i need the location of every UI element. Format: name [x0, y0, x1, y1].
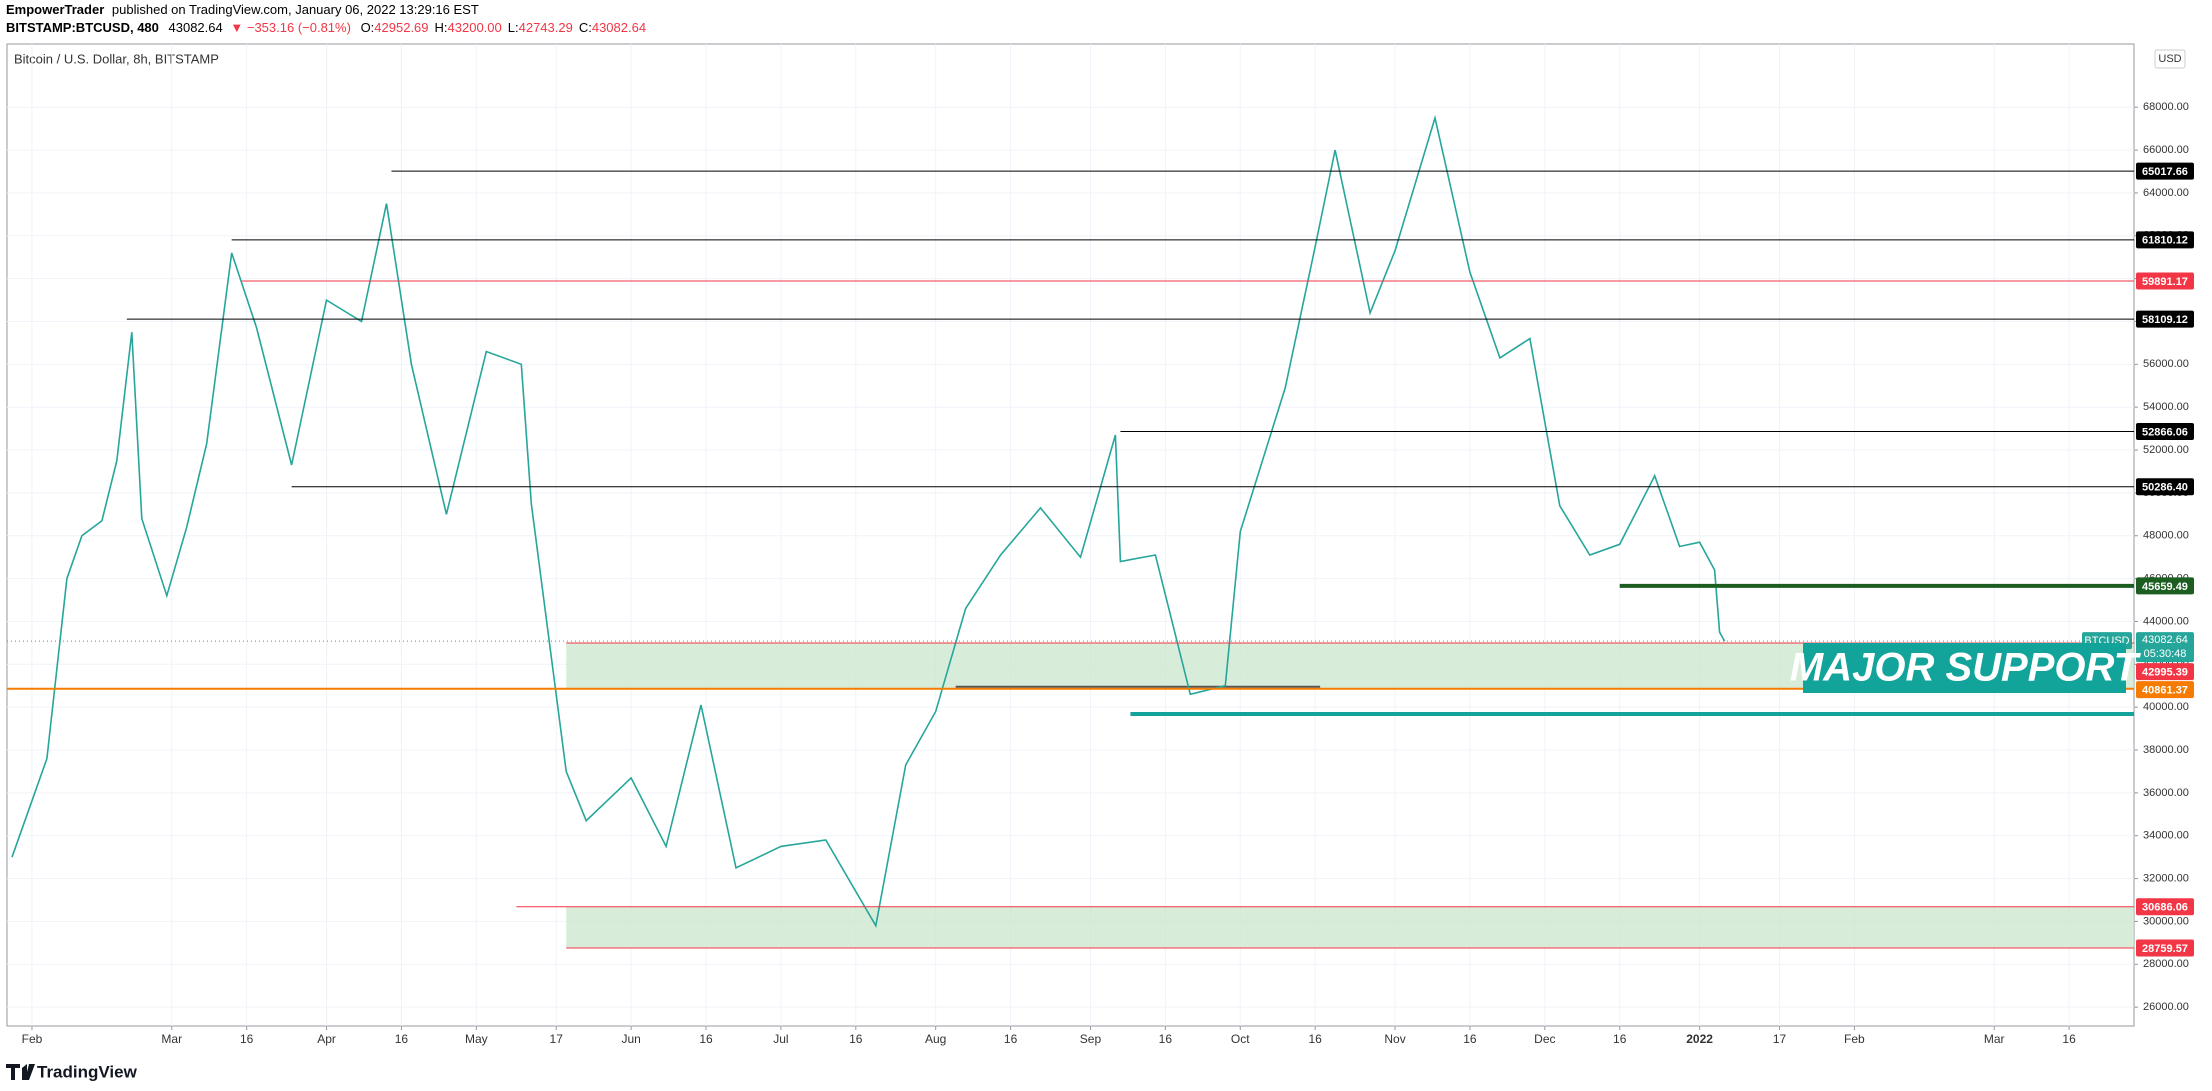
last-price-box — [2136, 632, 2194, 663]
ohlc-value: 42743.29 — [519, 20, 573, 35]
level-label-box — [2136, 422, 2194, 440]
level-label-box — [2136, 478, 2194, 496]
x-tick-label: 16 — [395, 1032, 409, 1046]
y-tick-label: 66000.00 — [2143, 144, 2189, 156]
x-tick-label: Dec — [1534, 1032, 1555, 1046]
x-tick-label: Sep — [1080, 1032, 1102, 1046]
level-label: 65017.66 — [2142, 166, 2188, 178]
ohlc-label: L: — [508, 20, 519, 35]
level-label-box — [2136, 231, 2194, 249]
level-label: 52866.06 — [2142, 426, 2188, 438]
x-tick-label: Feb — [22, 1032, 43, 1046]
y-tick-label: 30000.00 — [2143, 915, 2189, 927]
symbol: BITSTAMP:BTCUSD, 480 — [6, 20, 159, 35]
y-tick-label: 52000.00 — [2143, 444, 2189, 456]
level-label: 28759.57 — [2142, 943, 2188, 955]
x-tick-label: 16 — [1463, 1032, 1477, 1046]
change: ▼ −353.16 (−0.81%) — [230, 20, 351, 35]
level-label: 40861.37 — [2142, 685, 2188, 697]
y-tick-label: 64000.00 — [2143, 187, 2189, 199]
published: published on TradingView.com, January 06… — [112, 2, 479, 17]
y-tick-label: 26000.00 — [2143, 1001, 2189, 1013]
y-tick-label: 44000.00 — [2143, 615, 2189, 627]
level-label: 30686.06 — [2142, 902, 2188, 914]
ohlc-label: O: — [361, 20, 375, 35]
x-tick-label: 2022 — [1686, 1032, 1713, 1046]
x-tick-label: Nov — [1384, 1032, 1405, 1046]
level-label-box — [2136, 272, 2194, 290]
x-tick-label: May — [465, 1032, 488, 1046]
support-zone — [566, 906, 2135, 949]
y-tick-label: 38000.00 — [2143, 744, 2189, 756]
y-tick-label: 56000.00 — [2143, 358, 2189, 370]
y-tick-label: 32000.00 — [2143, 872, 2189, 884]
x-tick-label: Jun — [621, 1032, 640, 1046]
x-tick-label: Feb — [1844, 1032, 1865, 1046]
level-label-box — [2136, 939, 2194, 957]
level-label: 42995.39 — [2142, 667, 2188, 679]
x-tick-label: 16 — [1159, 1032, 1173, 1046]
header-line-1: EmpowerTrader published on TradingView.c… — [6, 2, 479, 17]
ohlc-label: C: — [579, 20, 592, 35]
x-tick-label: 16 — [1004, 1032, 1018, 1046]
header-line-2: BITSTAMP:BTCUSD, 480 43082.64 ▼ −353.16 … — [6, 20, 646, 35]
chart-subtitle: Bitcoin / U.S. Dollar, 8h, BITSTAMP — [14, 51, 219, 66]
x-tick-label: 16 — [240, 1032, 254, 1046]
x-tick-label: 16 — [2062, 1032, 2076, 1046]
y-tick-label: 54000.00 — [2143, 401, 2189, 413]
x-tick-label: 16 — [849, 1032, 863, 1046]
y-tick-label: 40000.00 — [2143, 701, 2189, 713]
price-line — [11, 114, 1726, 928]
y-tick-label: 36000.00 — [2143, 787, 2189, 799]
price: 43082.64 — [169, 20, 223, 35]
logo-mark — [6, 1064, 35, 1080]
x-tick-label: 16 — [699, 1032, 713, 1046]
level-label-box — [2136, 162, 2194, 180]
level-label: 58109.12 — [2142, 314, 2188, 326]
x-tick-label: Aug — [925, 1032, 946, 1046]
ohlc-value: 43082.64 — [592, 20, 646, 35]
x-tick-label: Mar — [1984, 1032, 2005, 1046]
x-tick-label: 16 — [1308, 1032, 1322, 1046]
currency[interactable]: USD — [2158, 53, 2181, 65]
level-label-box — [2136, 898, 2194, 916]
level-label-box — [2136, 663, 2194, 681]
level-label: 61810.12 — [2142, 235, 2188, 247]
currency-box[interactable] — [2154, 49, 2186, 69]
ohlc-value: 42952.69 — [374, 20, 428, 35]
y-tick-label: 34000.00 — [2143, 830, 2189, 842]
level-label-box — [2136, 577, 2194, 595]
x-tick-label: 16 — [1613, 1032, 1627, 1046]
annotation-text: MAJOR SUPPORT — [1790, 646, 2142, 690]
x-tick-label: 17 — [1773, 1032, 1787, 1046]
level-label-box — [2136, 681, 2194, 699]
y-tick-label: 48000.00 — [2143, 530, 2189, 542]
annotation-box — [1803, 643, 2126, 693]
x-tick-label: Oct — [1231, 1032, 1250, 1046]
footer-brand: TradingView — [37, 1062, 138, 1081]
ohlc-label: H: — [435, 20, 448, 35]
y-tick-label: 28000.00 — [2143, 958, 2189, 970]
last-price-label: 43082.64 — [2142, 634, 2188, 646]
x-tick-label: Apr — [317, 1032, 336, 1046]
x-tick-label: Mar — [161, 1032, 182, 1046]
level-label: 50286.40 — [2142, 482, 2188, 494]
plot: 26000.00 28000.00 30000.00 32000.00 34000.00… — [6, 43, 2194, 1046]
y-tick-label: 68000.00 — [2143, 101, 2189, 113]
level-label-box — [2136, 310, 2194, 328]
plot-frame — [6, 43, 2135, 1027]
x-tick-label: Jul — [773, 1032, 788, 1046]
ohlc-value: 43200.00 — [448, 20, 502, 35]
x-tick-label: 17 — [550, 1032, 564, 1046]
level-label: 59891.17 — [2142, 276, 2188, 288]
publisher: EmpowerTrader — [6, 2, 104, 17]
countdown: 05:30:48 — [2144, 648, 2187, 660]
level-label: 45659.49 — [2142, 581, 2188, 593]
